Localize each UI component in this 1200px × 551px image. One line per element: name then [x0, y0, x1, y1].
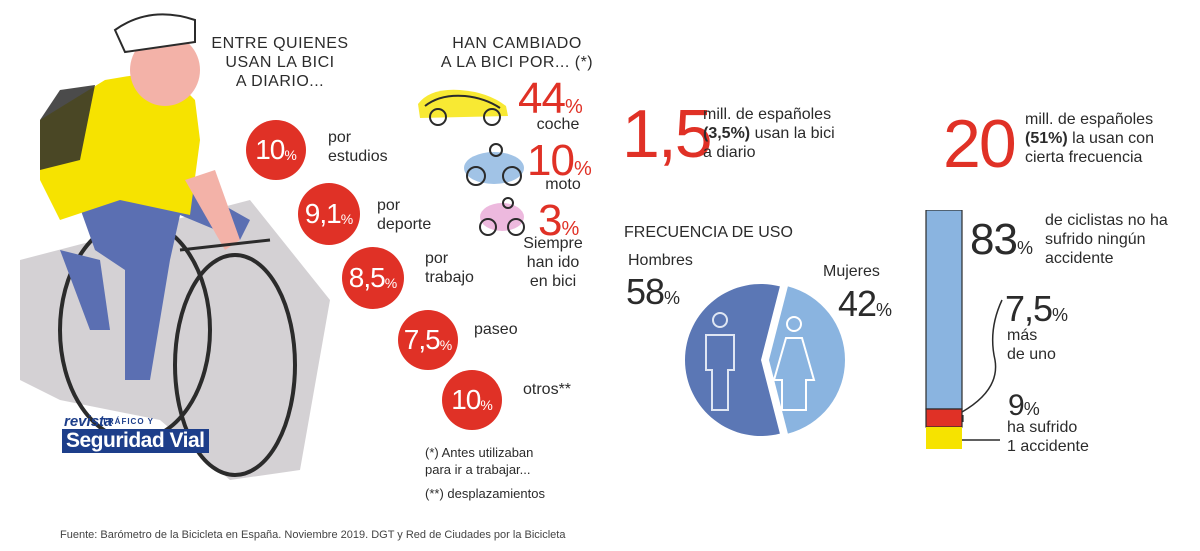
- cyclist-icon: [479, 197, 525, 236]
- reason-label-other: otros**: [523, 381, 572, 398]
- stat2-value: 20: [943, 106, 1017, 182]
- car-icon: [418, 89, 508, 126]
- bike-label: Siempre han ido en bici: [523, 235, 583, 290]
- reason-label-walk: paseo: [474, 321, 518, 338]
- car-value: 44%: [518, 74, 583, 123]
- women-value: 42%: [838, 283, 892, 324]
- more-than-one-value: 7,5%: [1005, 288, 1068, 329]
- woman-icon: [772, 316, 816, 411]
- reason-circle-studies: 10%: [246, 120, 306, 180]
- man-icon: [705, 312, 735, 411]
- bar-segment-one-accident: [926, 427, 962, 449]
- bike-value: 3%: [538, 196, 579, 245]
- reason-label-studies: por estudios: [328, 129, 388, 165]
- reason-circle-work: 8,5%: [342, 247, 404, 309]
- one-accident-label: ha sufrido 1 accidente: [1007, 419, 1089, 455]
- stat1-value: 1,5: [622, 96, 713, 172]
- reason-label-work: por trabajo: [425, 250, 474, 286]
- footnotes: (*) Antes utilizaban para ir a trabajar.…: [425, 445, 545, 501]
- more-than-one-label: más de uno: [1007, 327, 1056, 363]
- men-value: 58%: [626, 271, 680, 312]
- moto-label: moto: [545, 176, 581, 193]
- men-label: Hombres: [628, 252, 693, 269]
- frequency-title: FRECUENCIA DE USO: [624, 224, 793, 241]
- accidents-bar-chart: [925, 210, 964, 449]
- stat2-text: mill. de españoles (51%) la usan con cie…: [1025, 111, 1154, 166]
- revista-logo: revista TRÁFICO Y Seguridad Vial: [62, 413, 212, 457]
- pie-slice-men: [685, 284, 780, 436]
- bar-segment-no-accident: [925, 210, 963, 410]
- moto-value: 10%: [527, 136, 592, 185]
- women-label: Mujeres: [823, 263, 880, 280]
- one-accident-value: 9%: [1008, 389, 1040, 422]
- car-label: coche: [536, 116, 580, 133]
- reason-circle-other: 10%: [442, 370, 502, 430]
- reason-label-sport: por deporte: [377, 197, 432, 233]
- bar-segment-more-than-one: [925, 408, 963, 428]
- cyclist-illustration: [20, 13, 330, 480]
- source-note: Fuente: Barómetro de la Bicicleta en Esp…: [60, 529, 566, 541]
- logo-line-2: Seguridad Vial: [62, 429, 209, 453]
- stat1-text: mill. de españoles (3,5%) usan la bici a…: [703, 106, 835, 161]
- no-accident-label: de ciclistas no ha sufrido ningún accide…: [1045, 212, 1168, 267]
- reason-circle-walk: 7,5%: [398, 310, 458, 370]
- logo-line-1: revista: [64, 413, 113, 430]
- motorbike-icon: [464, 143, 524, 186]
- accident-connector-lines: [961, 299, 1003, 441]
- reason-circle-sport: 9,1%: [298, 183, 360, 245]
- frequency-pie-chart: [685, 284, 845, 436]
- no-accident-value: 83%: [970, 215, 1033, 264]
- left-header: ENTRE QUIENES USAN LA BICI A DIARIO...: [211, 35, 349, 90]
- logo-line-1-small: TRÁFICO Y: [102, 417, 154, 426]
- middle-header: HAN CAMBIADO A LA BICI POR... (*): [440, 35, 594, 71]
